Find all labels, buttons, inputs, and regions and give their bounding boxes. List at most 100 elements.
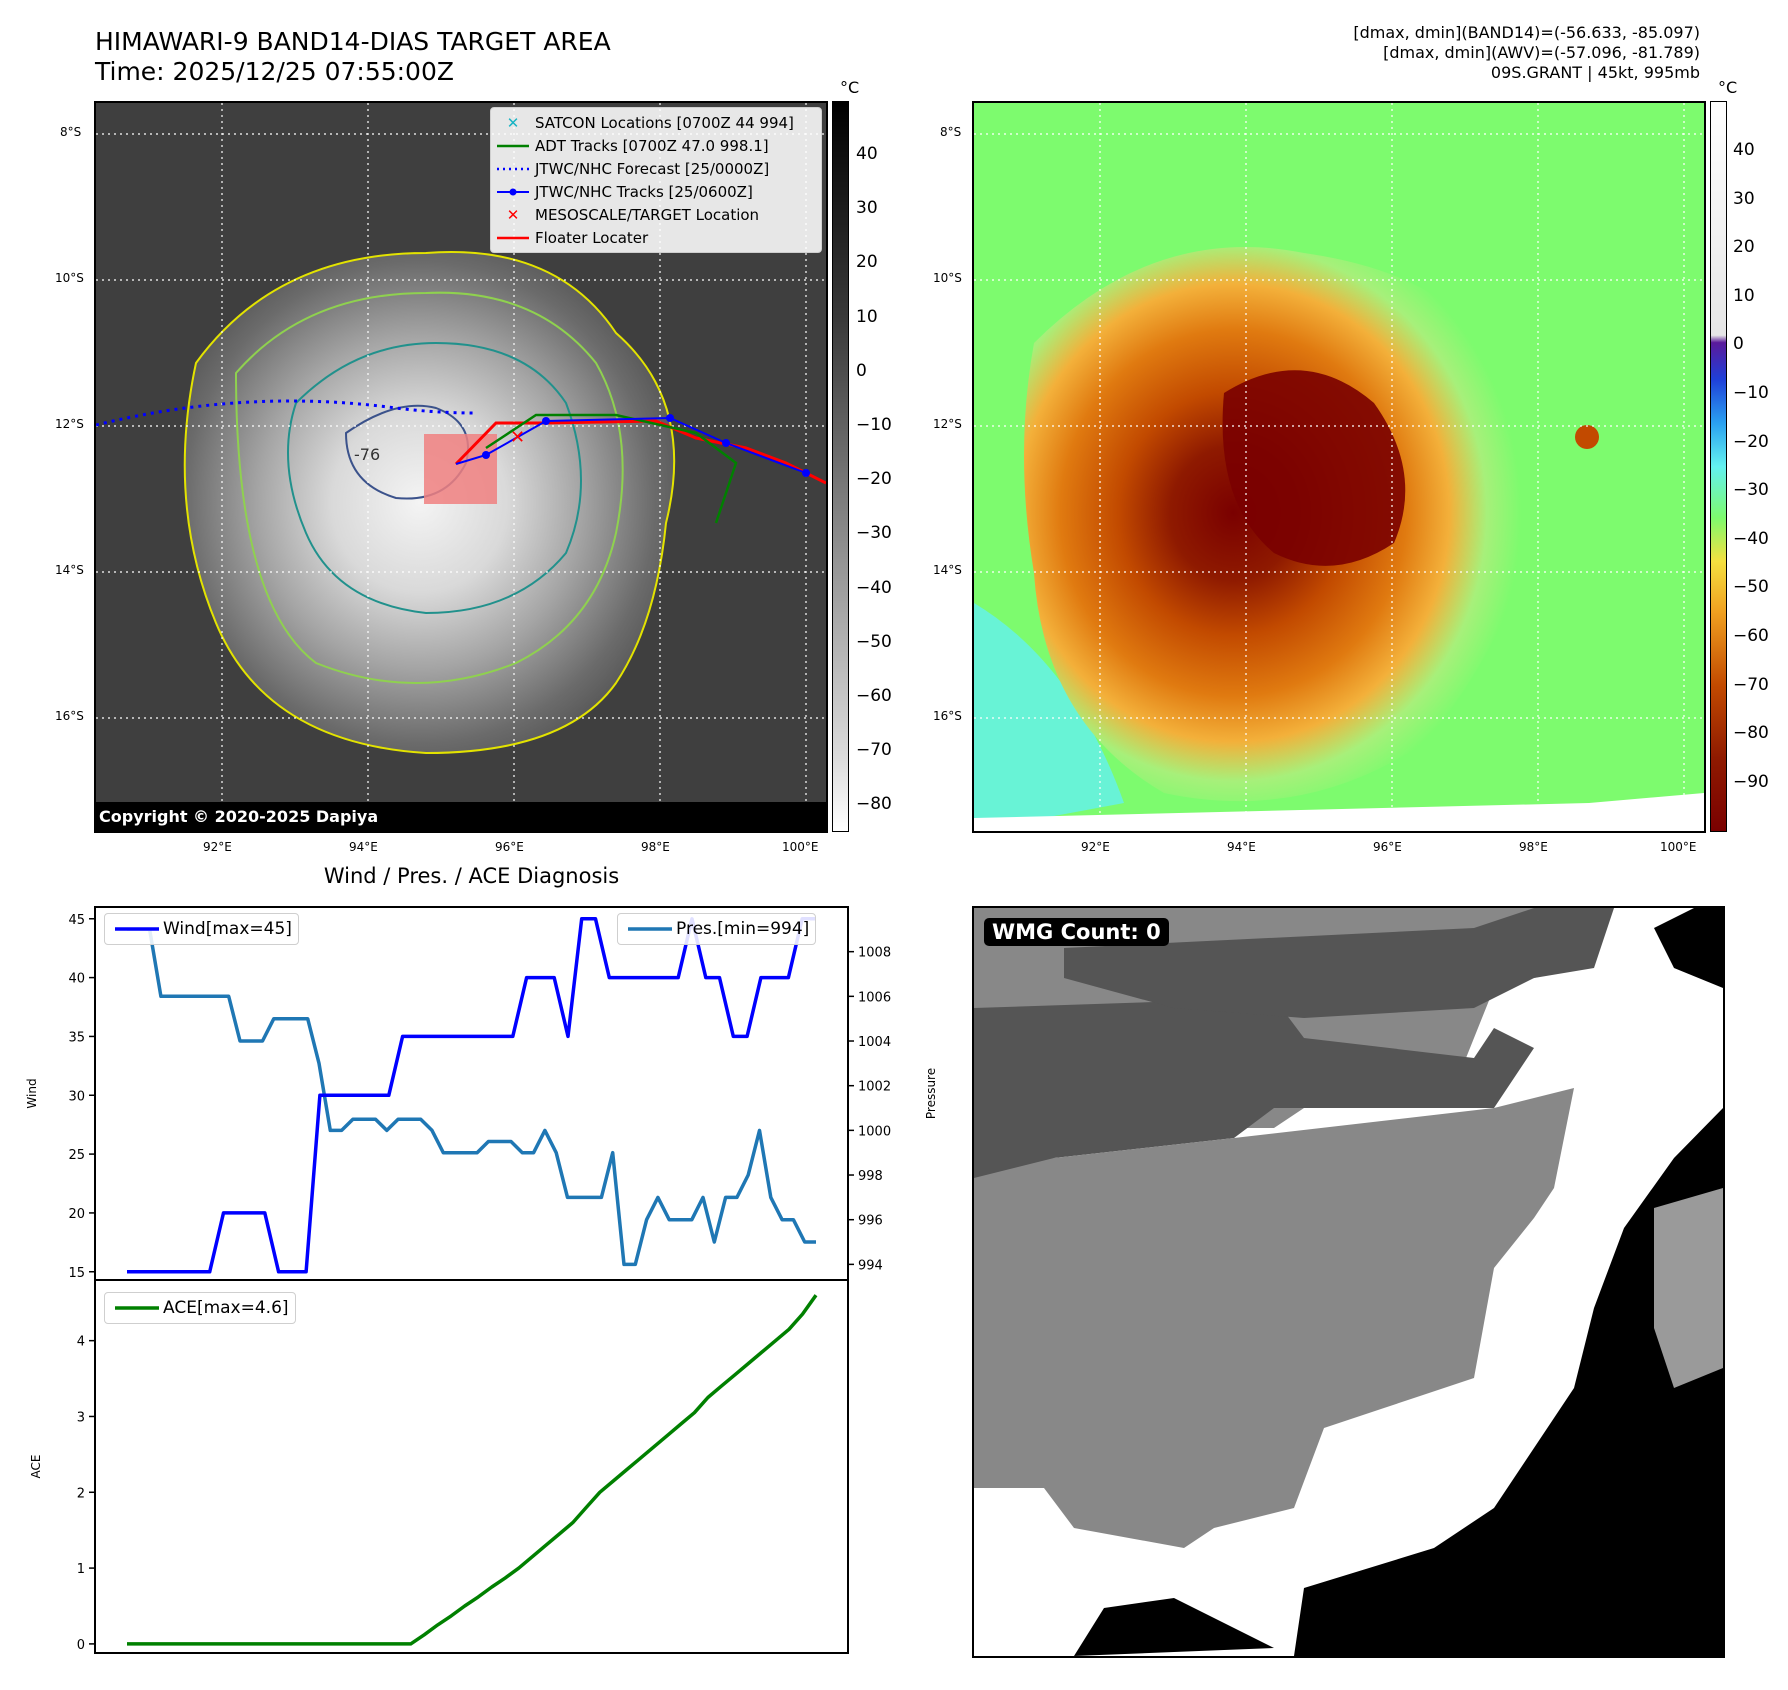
colorbar-tick-label: 10: [1733, 285, 1755, 306]
wind-line: [127, 917, 816, 1274]
color-map-image: [974, 103, 1704, 831]
legend-item-satcon: ✕ SATCON Locations [0700Z 44 994]: [491, 111, 821, 134]
wind-plot-frame: [94, 906, 849, 1281]
ace-tick-label: 4: [77, 1335, 85, 1350]
lon-label: 92°E: [1081, 840, 1110, 854]
map-time: Time: 2025/12/25 07:55:00Z: [95, 57, 454, 86]
colorbar-color-unit: °C: [1718, 78, 1738, 97]
x-marker-icon: ✕: [506, 113, 520, 132]
ace-plot-frame: [94, 1279, 849, 1654]
colorbar-tick-label: 40: [1733, 140, 1755, 160]
pressure-tick-label: 1002: [858, 1080, 891, 1095]
ace-legend-label: ACE[max=4.6]: [163, 1298, 289, 1318]
adt-track: [485, 413, 738, 524]
copyright-banner: Copyright © 2020-2025 Dapiya: [95, 802, 827, 832]
colorbar-tick-label: −80: [856, 794, 892, 815]
pressure-tick-label: 1000: [858, 1124, 891, 1139]
wmg-panel: [972, 906, 1725, 1658]
colorbar-tick-label: −50: [1733, 577, 1769, 598]
ace-tick-label: 0: [77, 1638, 85, 1653]
wind-tick-label: 20: [68, 1207, 85, 1222]
lat-label: 16°S: [55, 709, 84, 723]
lat-label: 10°S: [933, 271, 962, 285]
pressure-tick-label: 998: [858, 1169, 883, 1184]
x-marker-icon: ✕: [506, 205, 520, 224]
wind-tick-label: 35: [68, 1030, 85, 1045]
colorbar-gray-unit: °C: [840, 78, 860, 97]
colorbar-tick-label: −50: [856, 631, 892, 652]
info-awv: [dmax, dmin](AWV)=(-57.096, -81.789): [1383, 43, 1700, 62]
lat-label: 12°S: [933, 417, 962, 431]
wind-pressure-panel: 15 20 25 30 35 40 45 994 996 998 1000 1002 1004 1006 1…: [25, 906, 938, 1281]
lat-label: 10°S: [55, 271, 84, 285]
color-map-panel: [972, 101, 1706, 833]
contour-label: -76: [354, 445, 380, 464]
ace-legend: ACE[max=4.6]: [104, 1292, 296, 1324]
colorbar-tick-label: −30: [1733, 480, 1769, 501]
line-marker-icon: [111, 927, 163, 931]
color-map-grid: [974, 103, 1704, 831]
lon-label: 98°E: [1519, 840, 1548, 854]
colorbar-tick-label: −90: [1733, 771, 1769, 792]
colorbar-tick-label: −10: [1733, 383, 1769, 403]
lat-label: 14°S: [933, 563, 962, 577]
line-marker-icon: [624, 927, 676, 931]
wind-tick-label: 40: [68, 972, 85, 987]
pressure-tick-label: 1006: [858, 990, 891, 1005]
pressure-legend-label: Pres.[min=994]: [676, 919, 810, 939]
wmg-region-light: [1654, 1188, 1723, 1388]
ace-axis-label: ACE: [29, 1455, 43, 1479]
colorbar-color: [1710, 101, 1727, 832]
lon-label: 92°E: [203, 840, 232, 854]
ace-line: [127, 1294, 818, 1646]
colorbar-tick-label: 0: [1733, 334, 1744, 355]
legend-item-target: ✕ MESOSCALE/TARGET Location: [491, 203, 821, 226]
legend-item-forecast: JTWC/NHC Forecast [25/0000Z]: [491, 157, 821, 180]
wmg-region-dark: [974, 998, 1534, 1188]
pressure-tick-label: 1008: [858, 946, 891, 961]
diagnosis-title: Wind / Pres. / ACE Diagnosis: [323, 864, 620, 888]
colorbar-tick-label: −80: [1733, 723, 1769, 744]
wmg-region-black-bottom: [1074, 1598, 1274, 1656]
wind-tick-label: 15: [68, 1266, 85, 1281]
ir-map-legend: ✕ SATCON Locations [0700Z 44 994] ADT Tra…: [490, 107, 822, 253]
pressure-line: [127, 927, 816, 1267]
colorbar-tick-label: 40: [856, 144, 878, 164]
colorbar-tick-label: 30: [1733, 188, 1755, 209]
colorbar-tick-label: 20: [856, 252, 878, 273]
colorbar-tick-label: 20: [1733, 237, 1755, 258]
ir-map-panel: -76 ✕ ✕ SATCON Locations [0700Z 44 994] A…: [94, 101, 828, 833]
wind-axis-label: Wind: [25, 1078, 39, 1108]
target-marker-icon: ✕: [510, 427, 525, 448]
ace-tick-label: 3: [77, 1410, 85, 1425]
lon-label: 94°E: [1227, 840, 1256, 854]
lat-label: 16°S: [933, 709, 962, 723]
wmg-region-black-top: [1654, 908, 1723, 988]
lat-label: 8°S: [60, 125, 82, 139]
colorbar-tick-label: 30: [856, 198, 878, 219]
line-marker-icon: [491, 236, 535, 240]
wind-tick-label: 30: [68, 1089, 85, 1104]
lon-label: 98°E: [641, 840, 670, 854]
colorbar-tick-label: 10: [856, 306, 878, 327]
colorbar-tick-label: −60: [856, 686, 892, 706]
line-marker-icon: [491, 144, 535, 148]
wind-tick-label: 25: [68, 1148, 85, 1163]
pressure-tick-label: 1004: [858, 1035, 891, 1050]
pressure-tick-label: 996: [858, 1214, 883, 1229]
colorbar-tick-label: −20: [856, 469, 892, 490]
wmg-count-badge: WMG Count: 0: [984, 918, 1169, 946]
contour-yellow: [183, 251, 676, 755]
wmg-region-dark-top: [1064, 908, 1614, 1018]
wmg-region-mid: [974, 1088, 1574, 1548]
pressure-legend: Pres.[min=994]: [617, 913, 817, 945]
map-title: HIMAWARI-9 BAND14-DIAS TARGET AREA: [95, 27, 611, 56]
contour-teal: [287, 341, 582, 615]
jtwc-track: [455, 416, 807, 474]
line-dot-icon: [491, 188, 535, 196]
legend-item-jtwc-tracks: JTWC/NHC Tracks [25/0600Z]: [491, 180, 821, 203]
dotted-line-icon: [491, 167, 535, 171]
ace-panel: 0 1 2 3 4 ACE: [29, 1279, 849, 1654]
info-band14: [dmax, dmin](BAND14)=(-56.633, -85.097): [1353, 23, 1700, 42]
target-area-box: [424, 434, 497, 504]
